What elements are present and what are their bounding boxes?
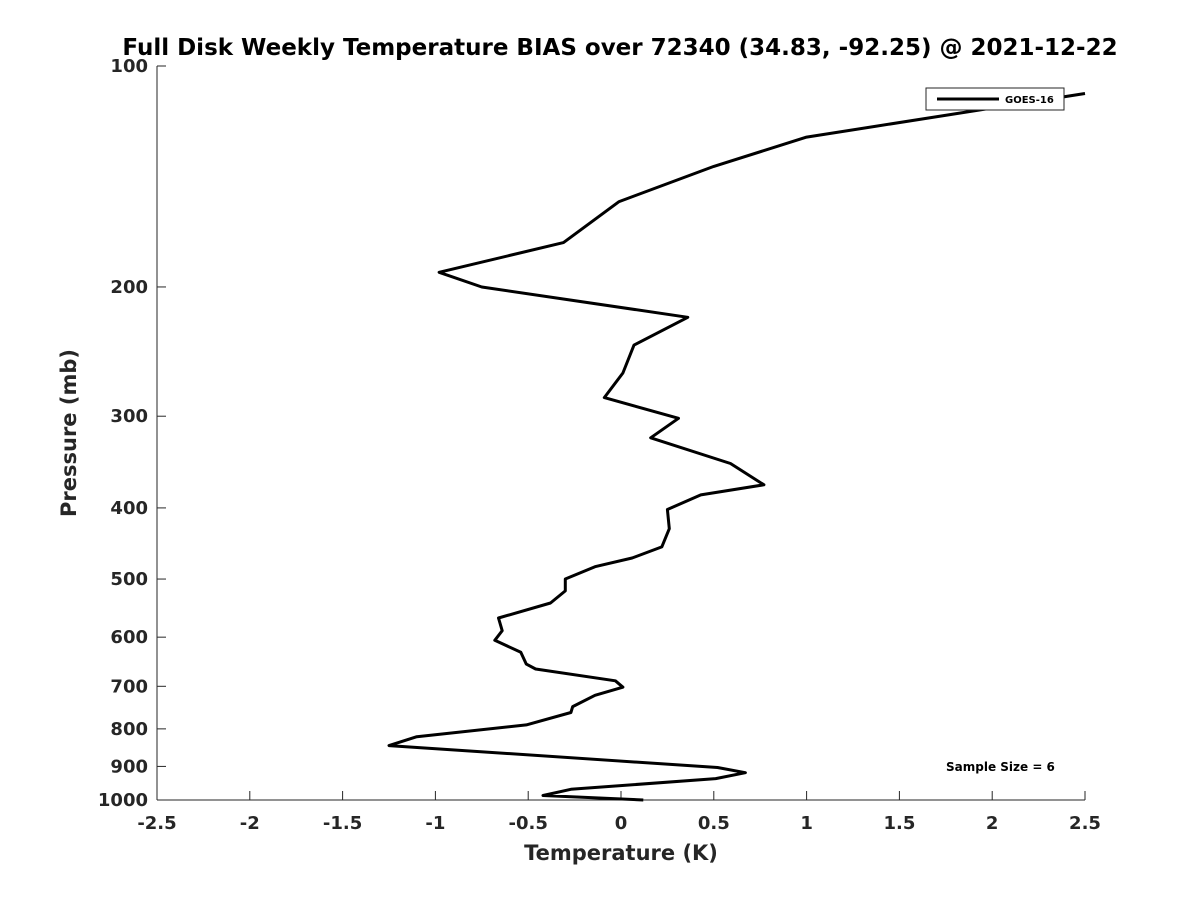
y-tick-label: 100 <box>110 56 148 77</box>
y-tick-label: 800 <box>110 719 148 740</box>
x-tick-label: -0.5 <box>509 813 548 834</box>
x-tick-label: 0 <box>615 813 628 834</box>
x-tick-label: 2 <box>986 813 999 834</box>
y-tick-label: 200 <box>110 277 148 298</box>
series-group <box>387 92 1086 802</box>
y-axis-label: Pressure (mb) <box>57 349 81 517</box>
y-tick-label: 300 <box>110 406 148 427</box>
x-tick-label: 1.5 <box>883 813 915 834</box>
series-line-goes-16 <box>387 92 1086 802</box>
y-tick-label: 700 <box>110 676 148 697</box>
y-ticks: 100 200 300 400 500 600 700 800 900 1000 <box>98 56 166 811</box>
y-tick-label: 500 <box>110 569 148 590</box>
legend-label: GOES-16 <box>1005 95 1054 106</box>
y-tick-label: 400 <box>110 498 148 519</box>
chart-title: Full Disk Weekly Temperature BIAS over 7… <box>122 35 1117 61</box>
y-tick-label: 900 <box>110 756 148 777</box>
x-tick-label: -2 <box>240 813 260 834</box>
y-tick-label: 600 <box>110 627 148 648</box>
y-tick-label: 1000 <box>98 790 148 811</box>
x-tick-label: -2.5 <box>137 813 176 834</box>
legend: GOES-16 <box>925 87 1065 111</box>
sample-size-annotation: Sample Size = 6 <box>946 760 1055 774</box>
x-tick-label: 1 <box>800 813 813 834</box>
x-ticks: -2.5 -2 -1.5 -1 -0.5 0 0.5 1 1.5 2 2.5 <box>137 791 1101 834</box>
x-tick-label: 2.5 <box>1069 813 1101 834</box>
x-axis-label: Temperature (K) <box>524 841 718 865</box>
x-tick-label: -1.5 <box>323 813 362 834</box>
x-tick-label: 0.5 <box>698 813 730 834</box>
x-tick-label: -1 <box>425 813 445 834</box>
